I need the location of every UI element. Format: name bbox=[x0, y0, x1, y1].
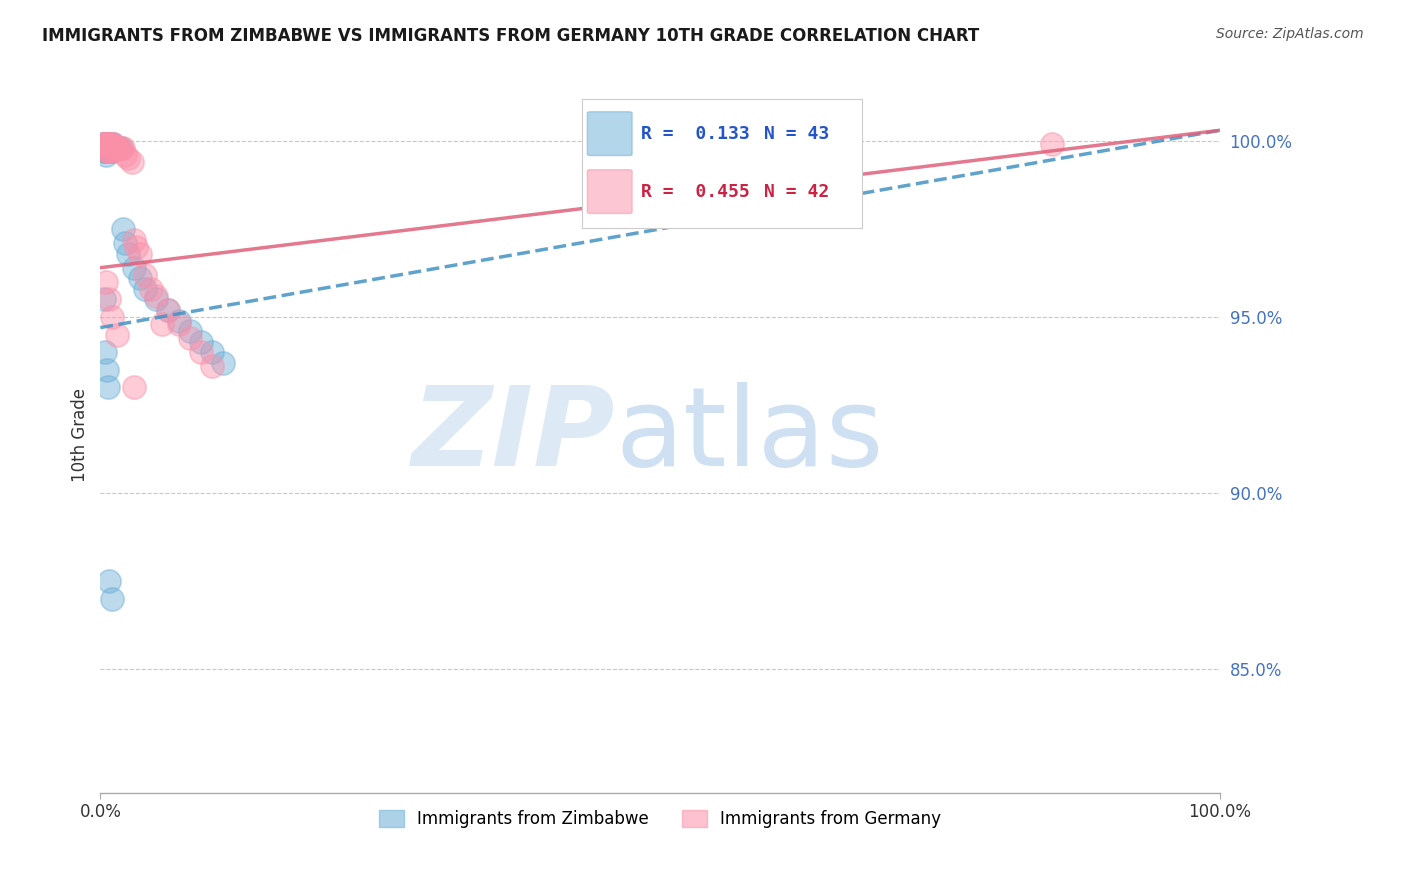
Point bbox=[93, 137, 115, 152]
Point bbox=[96, 145, 118, 159]
Point bbox=[122, 233, 145, 247]
Point bbox=[100, 137, 122, 152]
Point bbox=[103, 141, 125, 155]
Point bbox=[122, 380, 145, 394]
Point bbox=[97, 145, 120, 159]
Point bbox=[117, 246, 139, 260]
Point bbox=[145, 289, 167, 303]
Text: ZIP: ZIP bbox=[412, 382, 616, 489]
Point bbox=[134, 268, 156, 282]
Text: atlas: atlas bbox=[616, 382, 884, 489]
Y-axis label: 10th Grade: 10th Grade bbox=[72, 388, 89, 482]
Point bbox=[114, 235, 136, 250]
Point bbox=[91, 137, 114, 152]
Point bbox=[104, 141, 127, 155]
Point bbox=[98, 574, 121, 589]
Point bbox=[105, 327, 128, 342]
Point bbox=[1040, 137, 1063, 152]
Point bbox=[100, 145, 122, 159]
Point bbox=[179, 331, 201, 345]
Point bbox=[134, 282, 156, 296]
Point bbox=[94, 137, 117, 152]
Point bbox=[91, 137, 114, 152]
Point bbox=[145, 293, 167, 307]
Point bbox=[94, 145, 117, 159]
Point bbox=[97, 137, 120, 152]
Point bbox=[100, 137, 122, 152]
Point bbox=[94, 137, 117, 152]
Point bbox=[94, 148, 117, 162]
Point bbox=[201, 359, 224, 374]
Point bbox=[122, 260, 145, 275]
Point bbox=[110, 141, 132, 155]
Point bbox=[93, 145, 115, 159]
Point bbox=[105, 141, 128, 155]
Point bbox=[96, 137, 118, 152]
Point bbox=[93, 293, 115, 307]
Legend: Immigrants from Zimbabwe, Immigrants from Germany: Immigrants from Zimbabwe, Immigrants fro… bbox=[373, 803, 948, 834]
Point bbox=[94, 275, 117, 289]
Point bbox=[104, 141, 127, 155]
Point bbox=[101, 137, 124, 152]
Point bbox=[150, 317, 173, 331]
Point bbox=[125, 239, 148, 253]
Point bbox=[97, 380, 120, 394]
Point bbox=[98, 145, 121, 159]
Point bbox=[110, 141, 132, 155]
Point bbox=[128, 246, 150, 260]
Point bbox=[98, 137, 121, 152]
Point bbox=[128, 271, 150, 285]
Point bbox=[100, 145, 122, 159]
Point bbox=[100, 137, 122, 152]
Point bbox=[201, 345, 224, 359]
Point bbox=[98, 137, 121, 152]
Point bbox=[167, 313, 190, 327]
Point bbox=[107, 141, 129, 155]
Point bbox=[93, 137, 115, 152]
Point bbox=[190, 345, 212, 359]
Text: Source: ZipAtlas.com: Source: ZipAtlas.com bbox=[1216, 27, 1364, 41]
Point bbox=[212, 356, 235, 370]
Point bbox=[179, 324, 201, 338]
Point bbox=[96, 363, 118, 377]
Point bbox=[96, 145, 118, 159]
Point bbox=[107, 141, 129, 155]
Point bbox=[190, 334, 212, 349]
Point bbox=[98, 145, 121, 159]
Point bbox=[94, 345, 117, 359]
Point bbox=[101, 137, 124, 152]
Point bbox=[139, 282, 162, 296]
Point bbox=[103, 141, 125, 155]
Point bbox=[100, 137, 122, 152]
Point bbox=[114, 148, 136, 162]
Point bbox=[121, 155, 143, 169]
Point bbox=[156, 303, 179, 318]
Point bbox=[96, 137, 118, 152]
Text: IMMIGRANTS FROM ZIMBABWE VS IMMIGRANTS FROM GERMANY 10TH GRADE CORRELATION CHART: IMMIGRANTS FROM ZIMBABWE VS IMMIGRANTS F… bbox=[42, 27, 980, 45]
Point bbox=[105, 141, 128, 155]
Point bbox=[111, 141, 134, 155]
Point bbox=[105, 141, 128, 155]
Point bbox=[94, 141, 117, 155]
Point bbox=[98, 293, 121, 307]
Point bbox=[111, 222, 134, 236]
Point bbox=[97, 145, 120, 159]
Point bbox=[100, 591, 122, 606]
Point bbox=[100, 145, 122, 159]
Point bbox=[94, 137, 117, 152]
Point bbox=[97, 137, 120, 152]
Point bbox=[117, 152, 139, 166]
Point bbox=[167, 317, 190, 331]
Point bbox=[94, 137, 117, 152]
Point bbox=[156, 303, 179, 318]
Point bbox=[100, 310, 122, 324]
